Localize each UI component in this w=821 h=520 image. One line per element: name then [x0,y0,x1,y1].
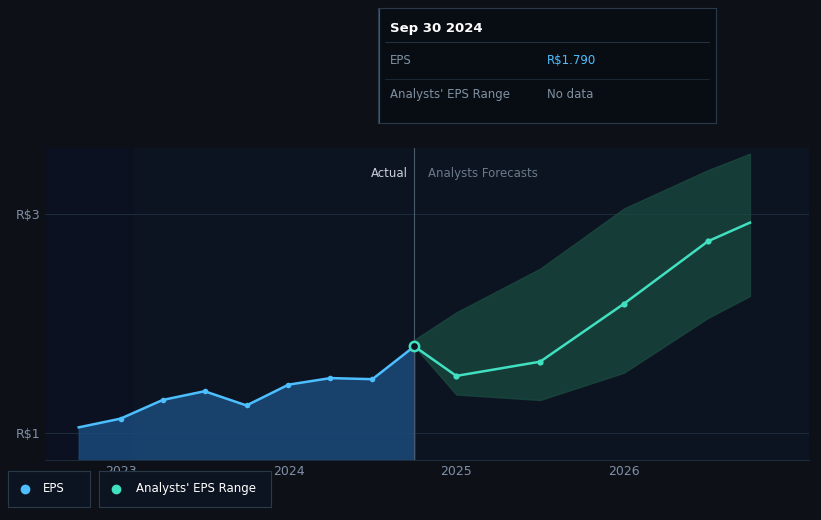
Point [240,401,253,410]
Bar [45,148,132,460]
Point [534,358,547,366]
Point [156,396,169,404]
Text: Analysts Forecasts: Analysts Forecasts [428,167,538,180]
Point [366,375,379,383]
Point [408,342,421,350]
Point [114,414,127,423]
Text: Sep 30 2024: Sep 30 2024 [390,22,483,35]
Text: Analysts' EPS Range: Analysts' EPS Range [390,88,510,101]
Text: No data: No data [547,88,594,101]
Point [323,374,337,382]
Point [282,381,295,389]
Text: Actual: Actual [370,167,407,180]
Text: R$1.790: R$1.790 [547,54,596,67]
Text: Analysts' EPS Range: Analysts' EPS Range [136,483,256,495]
Text: EPS: EPS [43,483,64,495]
Point [450,372,463,380]
Point [701,237,714,245]
Text: EPS: EPS [390,54,411,67]
Point [617,300,631,308]
Point [198,387,211,395]
